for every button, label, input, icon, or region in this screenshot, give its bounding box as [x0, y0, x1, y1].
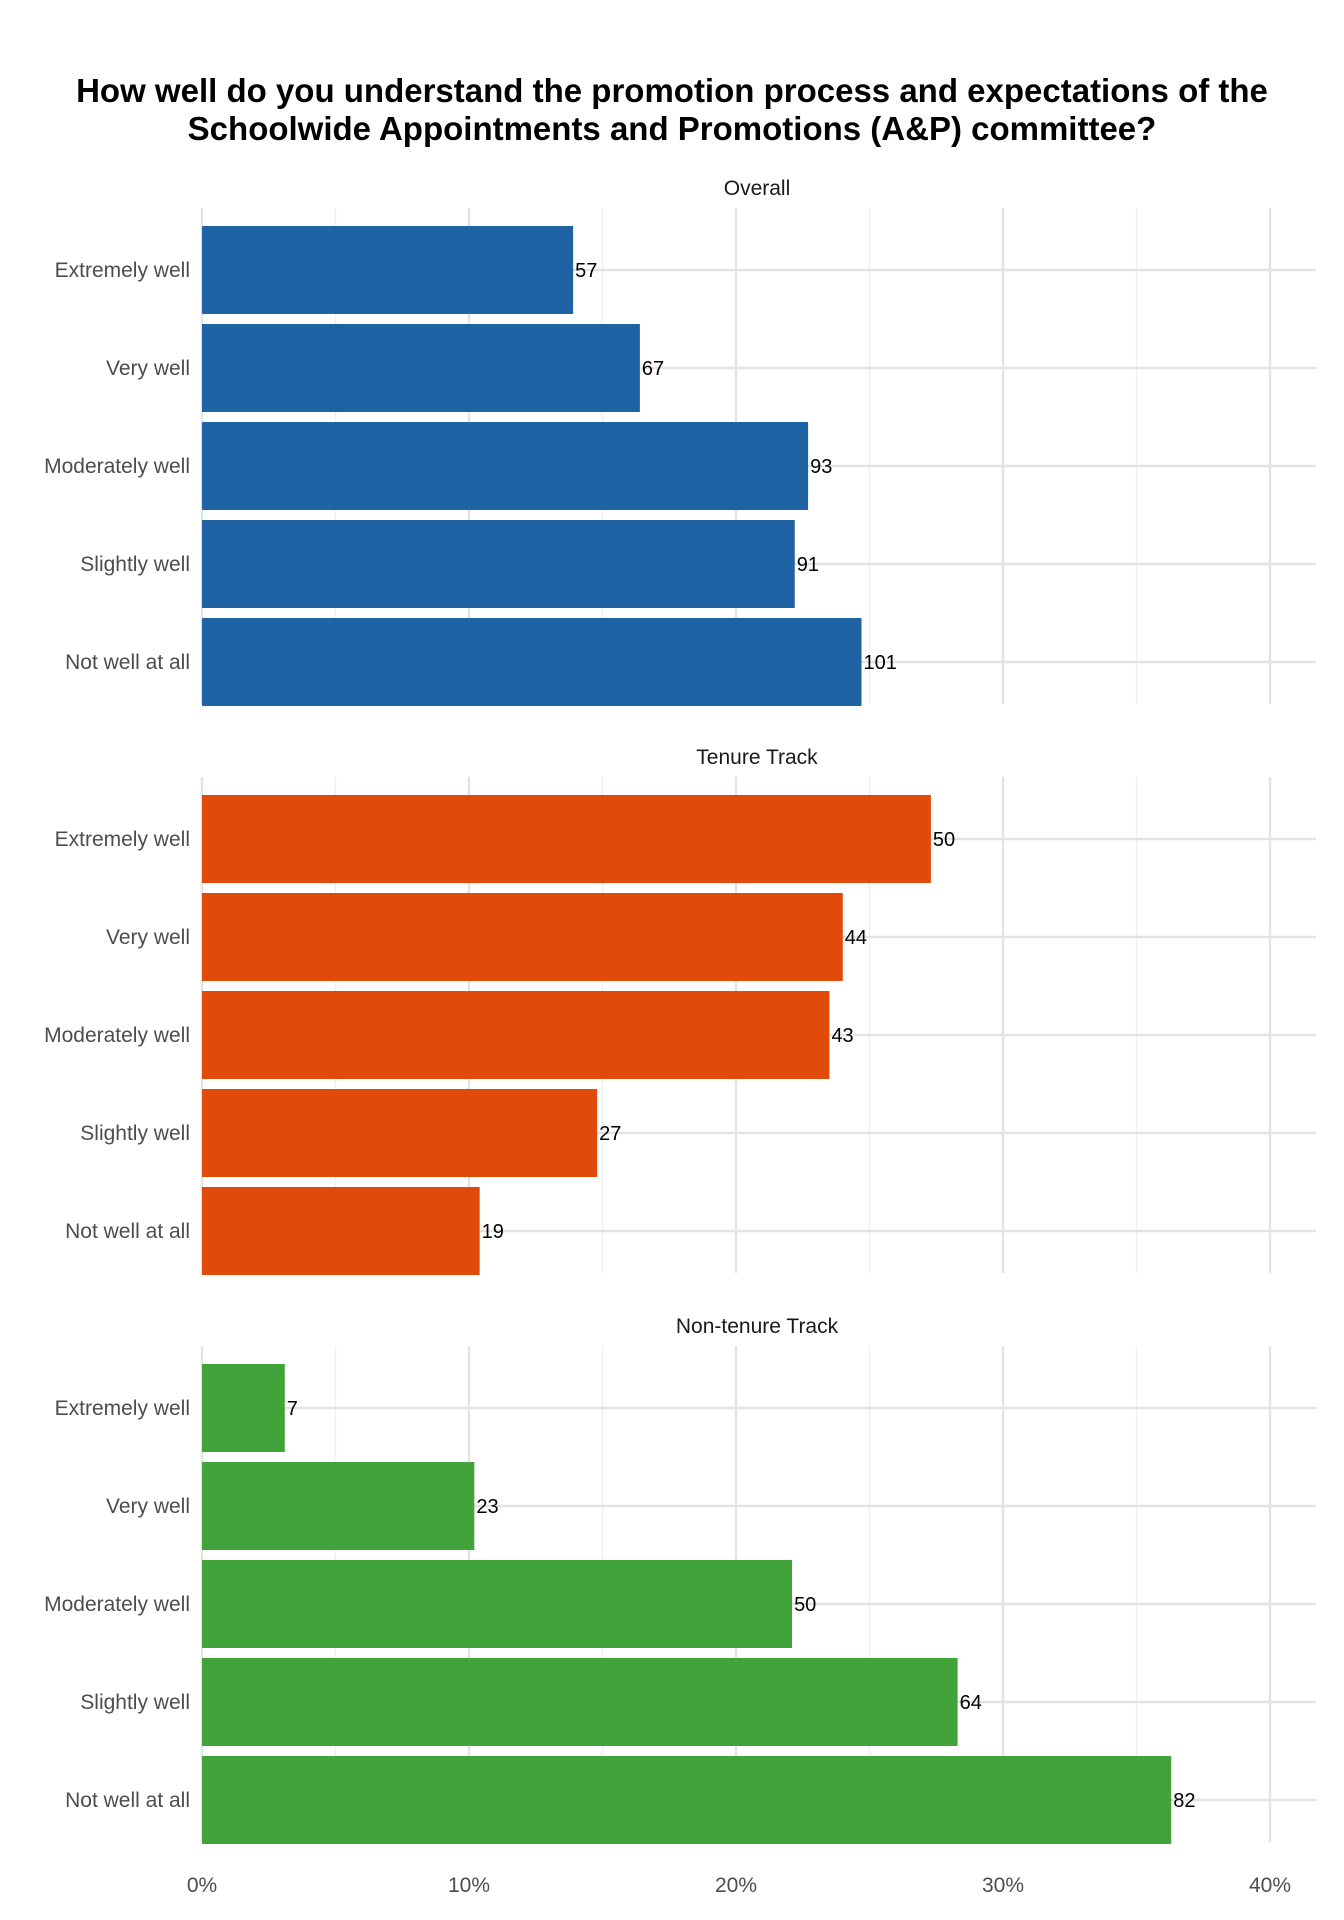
- x-tick-label: 40%: [1249, 1874, 1291, 1897]
- data-label-non-tenure-track: 23: [476, 1496, 498, 1518]
- bar-overall-not-well-at-all: [202, 618, 862, 706]
- data-label-overall: 57: [575, 260, 597, 282]
- bar-non-tenure-track-very-well: [202, 1462, 475, 1550]
- chart-title-line-1: How well do you understand the promotion…: [76, 72, 1268, 109]
- bar-tenure-track-not-well-at-all: [202, 1187, 480, 1275]
- category-label-non-tenure-track: Not well at all: [65, 1789, 190, 1812]
- data-label-overall: 91: [797, 554, 819, 576]
- chart-title-line-2: Schoolwide Appointments and Promotions (…: [187, 110, 1157, 147]
- bar-non-tenure-track-not-well-at-all: [202, 1756, 1172, 1844]
- category-label-tenure-track: Not well at all: [65, 1220, 190, 1243]
- bar-tenure-track-moderately-well: [202, 991, 830, 1079]
- category-label-overall: Slightly well: [80, 553, 190, 576]
- data-label-tenure-track: 19: [482, 1221, 504, 1243]
- data-label-tenure-track: 50: [933, 829, 955, 851]
- data-label-tenure-track: 44: [845, 927, 867, 949]
- facet-label-non-tenure-track: Non-tenure Track: [676, 1315, 839, 1338]
- category-label-overall: Extremely well: [55, 259, 190, 282]
- facet-label-tenure-track: Tenure Track: [696, 746, 818, 769]
- bar-tenure-track-extremely-well: [202, 795, 931, 883]
- data-label-non-tenure-track: 50: [794, 1594, 816, 1616]
- x-tick-label: 10%: [448, 1874, 490, 1897]
- bar-tenure-track-very-well: [202, 893, 843, 981]
- category-label-non-tenure-track: Extremely well: [55, 1397, 190, 1420]
- x-tick-label: 30%: [982, 1874, 1024, 1897]
- data-label-non-tenure-track: 7: [287, 1398, 298, 1420]
- data-label-overall: 93: [810, 456, 832, 478]
- facet-label-overall: Overall: [724, 177, 791, 200]
- x-tick-label: 0%: [187, 1874, 217, 1897]
- bar-non-tenure-track-slightly-well: [202, 1658, 958, 1746]
- category-label-non-tenure-track: Slightly well: [80, 1691, 190, 1714]
- category-label-overall: Not well at all: [65, 651, 190, 674]
- bar-overall-slightly-well: [202, 520, 795, 608]
- data-label-overall: 67: [642, 358, 664, 380]
- category-label-overall: Very well: [106, 357, 190, 380]
- category-label-non-tenure-track: Moderately well: [44, 1593, 190, 1616]
- data-label-tenure-track: 27: [599, 1123, 621, 1145]
- x-tick-label: 20%: [715, 1874, 757, 1897]
- data-label-non-tenure-track: 64: [960, 1692, 982, 1714]
- chart-title: How well do you understand the promotion…: [0, 72, 1344, 148]
- category-label-overall: Moderately well: [44, 455, 190, 478]
- category-label-tenure-track: Moderately well: [44, 1024, 190, 1047]
- bar-overall-extremely-well: [202, 226, 574, 314]
- category-label-tenure-track: Slightly well: [80, 1122, 190, 1145]
- data-label-overall: 101: [863, 652, 896, 674]
- data-label-tenure-track: 43: [831, 1025, 853, 1047]
- category-label-tenure-track: Very well: [106, 926, 190, 949]
- data-label-non-tenure-track: 82: [1173, 1790, 1195, 1812]
- bar-non-tenure-track-extremely-well: [202, 1364, 285, 1452]
- category-label-non-tenure-track: Very well: [106, 1495, 190, 1518]
- category-label-tenure-track: Extremely well: [55, 828, 190, 851]
- bar-overall-moderately-well: [202, 422, 809, 510]
- bar-tenure-track-slightly-well: [202, 1089, 598, 1177]
- bar-overall-very-well: [202, 324, 640, 412]
- bar-non-tenure-track-moderately-well: [202, 1560, 793, 1648]
